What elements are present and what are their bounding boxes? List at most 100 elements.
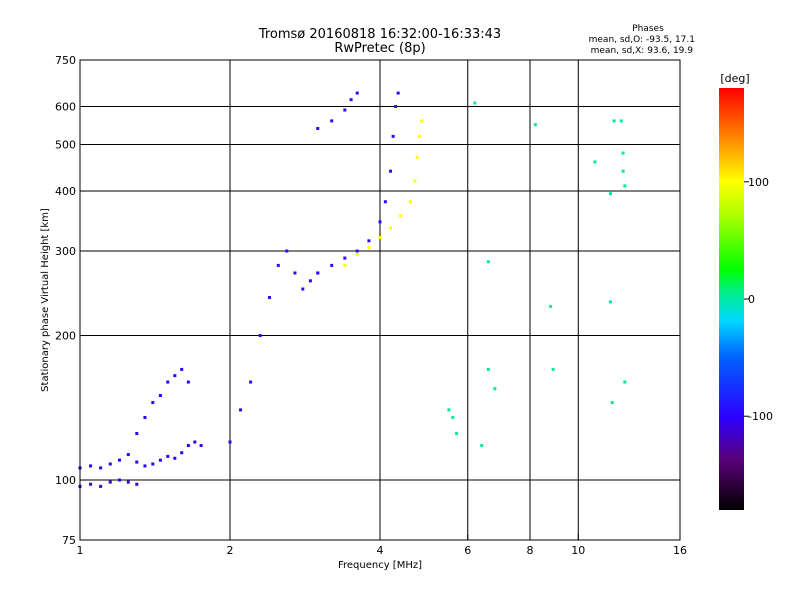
data-point <box>396 91 400 95</box>
data-point <box>173 456 177 460</box>
data-point <box>420 119 424 123</box>
data-point <box>394 105 398 109</box>
x-tick-label: 4 <box>377 544 384 557</box>
data-point <box>180 451 184 455</box>
data-point <box>158 394 162 398</box>
data-point <box>126 453 130 457</box>
data-point <box>126 480 130 484</box>
data-point <box>389 169 393 173</box>
data-point <box>608 300 612 304</box>
data-point <box>135 432 139 436</box>
data-point <box>186 444 190 448</box>
data-point <box>343 108 347 112</box>
data-point <box>108 462 112 466</box>
data-points <box>78 91 627 488</box>
x-tick-label: 1 <box>77 544 84 557</box>
data-point <box>158 458 162 462</box>
data-point <box>473 101 477 105</box>
chart-title: Tromsø 20160818 16:32:00-16:33:43 <box>258 27 501 42</box>
data-point <box>143 464 147 468</box>
data-point <box>480 444 484 448</box>
data-point <box>151 462 155 466</box>
data-point <box>228 440 232 444</box>
data-point <box>143 415 147 419</box>
data-point <box>249 380 253 384</box>
data-point <box>417 134 421 138</box>
data-point <box>108 480 112 484</box>
y-tick-label: 600 <box>55 101 76 114</box>
data-point <box>151 401 155 405</box>
stats-line-x: mean, sd,X: 93.6, 19.9 <box>591 46 694 56</box>
y-axis-label: Stationary phase Virtual Height [km] <box>40 208 51 392</box>
data-point <box>308 279 312 283</box>
data-point <box>455 432 459 436</box>
data-point <box>612 119 616 123</box>
colorbar <box>719 88 744 510</box>
data-point <box>383 200 387 204</box>
data-point <box>413 179 417 183</box>
data-point <box>89 464 93 468</box>
x-tick-label: 6 <box>464 544 471 557</box>
colorbar-tick-label: -100 <box>748 410 773 423</box>
data-point <box>316 271 320 275</box>
data-point <box>285 249 289 253</box>
data-point <box>99 484 103 488</box>
data-point <box>343 263 347 267</box>
data-point <box>135 460 139 464</box>
stats-line-o: mean, sd,O: -93.5, 17.1 <box>589 35 695 45</box>
y-axis: 75 100 200 300 400 500 600 750 <box>55 54 86 547</box>
data-point <box>621 151 625 155</box>
data-point <box>343 256 347 260</box>
y-tick-label: 200 <box>55 330 76 343</box>
colorbar-tick-label: 100 <box>748 176 769 189</box>
data-point <box>89 482 93 486</box>
colorbar-label: [deg] <box>720 72 749 85</box>
data-point <box>117 478 121 482</box>
data-point <box>180 367 184 371</box>
data-point <box>451 415 455 419</box>
y-tick-label: 750 <box>55 54 76 67</box>
data-point <box>378 220 382 224</box>
data-point <box>166 454 170 458</box>
grid <box>80 60 680 540</box>
data-point <box>493 387 497 391</box>
data-point <box>378 236 382 240</box>
data-point <box>447 408 451 412</box>
data-point <box>608 192 612 196</box>
y-tick-label: 100 <box>55 474 76 487</box>
data-point <box>367 239 371 243</box>
data-point <box>166 380 170 384</box>
chart-subtitle: RwPretec (8p) <box>334 41 425 56</box>
data-point <box>623 380 627 384</box>
data-point <box>355 249 359 253</box>
data-point <box>330 263 334 267</box>
data-point <box>391 134 395 138</box>
data-point <box>186 380 190 384</box>
data-point <box>117 458 121 462</box>
data-point <box>355 91 359 95</box>
x-tick-label: 2 <box>227 544 234 557</box>
data-point <box>621 169 625 173</box>
data-point <box>623 184 627 188</box>
data-point <box>330 119 334 123</box>
data-point <box>549 304 553 308</box>
stats-header: Phases <box>632 24 664 34</box>
y-tick-label: 400 <box>55 185 76 198</box>
data-point <box>193 440 197 444</box>
data-point <box>408 200 412 204</box>
x-tick-label: 8 <box>527 544 534 557</box>
y-tick-label: 75 <box>62 534 76 547</box>
data-point <box>593 160 597 164</box>
data-point <box>267 296 271 300</box>
data-point <box>389 226 393 230</box>
data-point <box>173 374 177 378</box>
data-point <box>135 482 139 486</box>
data-point <box>486 260 490 264</box>
data-point <box>276 263 280 267</box>
colorbar-tick-label: 0 <box>748 293 755 306</box>
x-axis-label: Frequency [MHz] <box>338 560 422 571</box>
data-point <box>399 214 403 218</box>
data-point <box>239 408 243 412</box>
y-tick-label: 500 <box>55 139 76 152</box>
